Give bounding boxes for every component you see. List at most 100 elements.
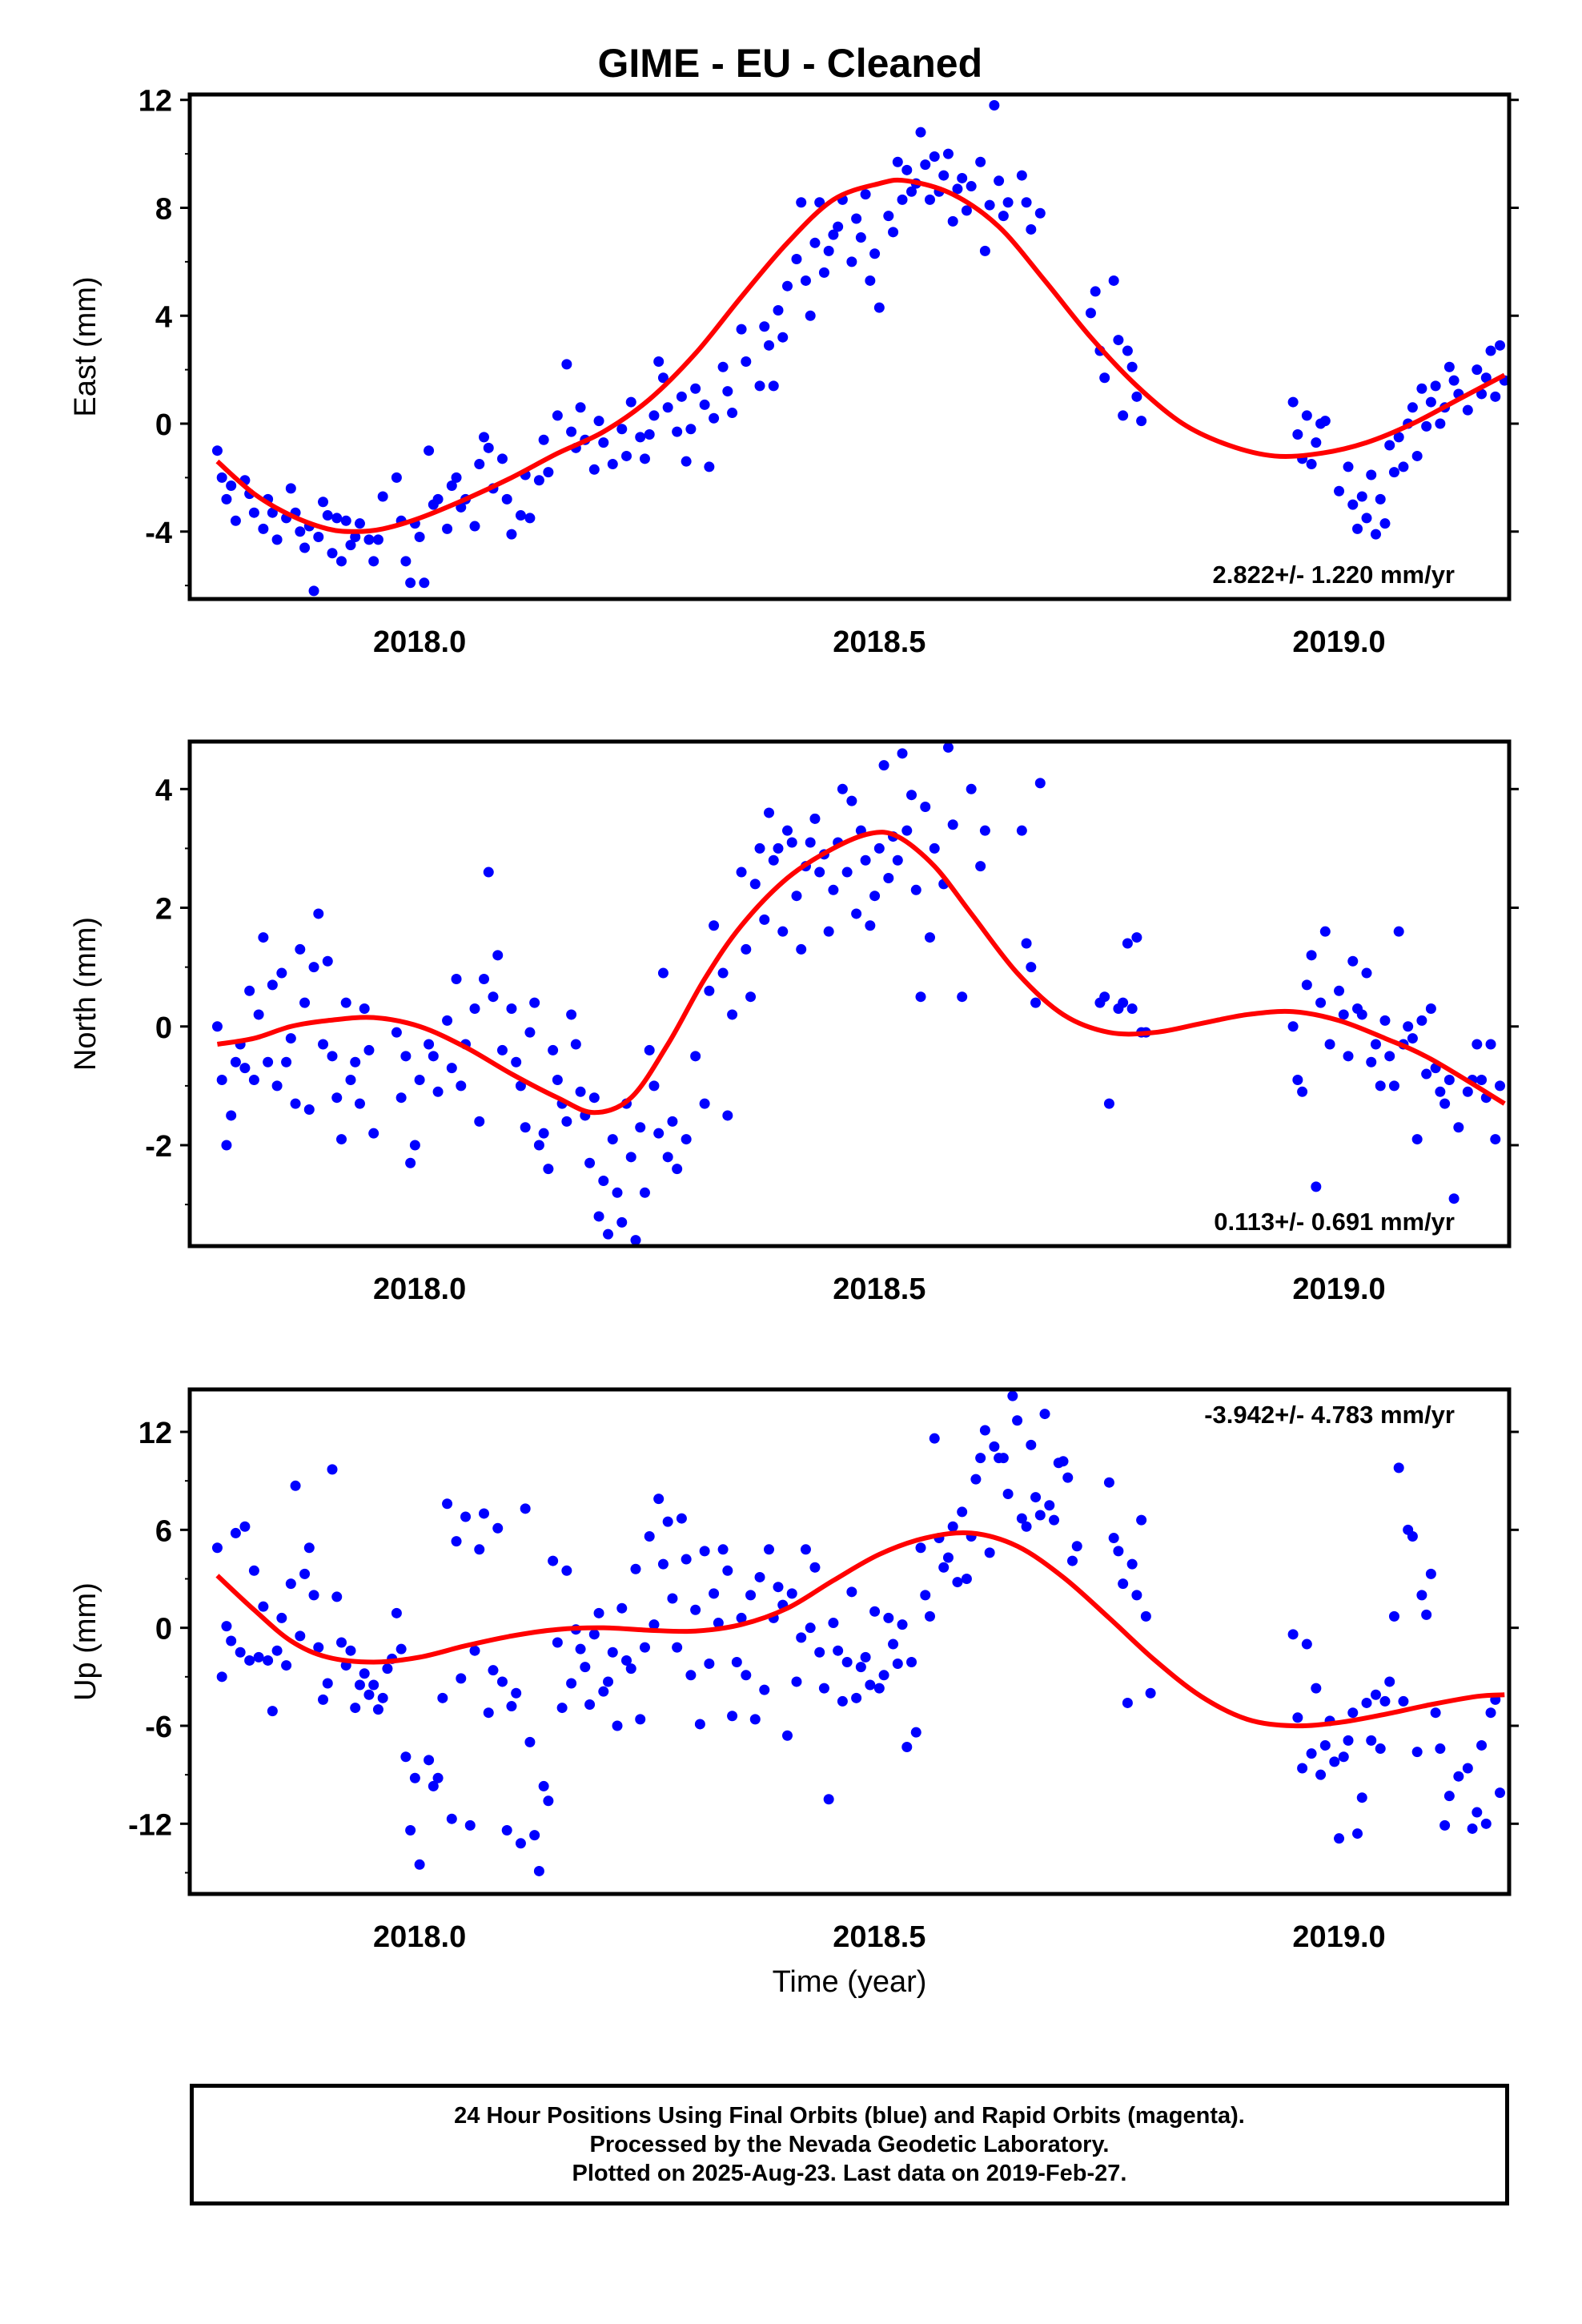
data-point — [428, 1051, 439, 1062]
data-point — [1292, 428, 1303, 440]
data-point — [566, 1678, 577, 1689]
data-point — [1472, 1807, 1483, 1818]
data-point — [727, 408, 738, 419]
data-point — [989, 99, 1000, 111]
data-point — [906, 186, 917, 197]
data-point — [556, 1703, 568, 1714]
data-point — [1485, 1039, 1496, 1050]
data-point — [754, 1571, 765, 1582]
data-point — [1145, 1687, 1156, 1699]
data-point — [308, 585, 319, 597]
x-tick-label: 2018.0 — [373, 625, 466, 659]
data-point — [865, 275, 876, 286]
data-point — [543, 1164, 554, 1175]
data-point — [308, 1590, 319, 1601]
data-point — [621, 450, 632, 461]
data-point — [869, 891, 881, 902]
data-point — [1021, 197, 1032, 208]
data-point — [524, 1027, 536, 1038]
data-point — [989, 1441, 1000, 1452]
data-point — [800, 275, 811, 286]
data-point — [446, 480, 457, 492]
data-point — [1398, 461, 1409, 472]
data-point — [657, 1558, 669, 1570]
data-point — [575, 1643, 586, 1655]
fit-curve — [215, 177, 1506, 534]
data-point — [851, 908, 862, 919]
data-point — [529, 1830, 540, 1841]
chart-panel-3: -12 -6 0 6 12 2018.0 2018.5 2019.0 Up (mm) Time (… — [69, 1387, 1519, 1999]
data-point — [846, 1586, 857, 1598]
data-point — [432, 1086, 444, 1097]
data-point — [781, 825, 793, 836]
data-point — [1430, 380, 1441, 392]
data-point — [984, 1547, 995, 1558]
data-point — [1421, 1068, 1432, 1080]
data-point — [533, 1865, 544, 1876]
data-point — [648, 410, 660, 421]
data-point — [226, 1635, 237, 1647]
y-tick-label: 0 — [155, 1613, 172, 1647]
data-point — [681, 1134, 692, 1145]
data-point — [271, 534, 283, 545]
data-point — [947, 1521, 958, 1532]
data-point — [690, 1604, 701, 1615]
data-point — [1016, 1513, 1027, 1524]
data-point — [1306, 950, 1317, 961]
x-tick-label: 2019.0 — [1292, 1273, 1385, 1306]
data-point — [1366, 1735, 1377, 1746]
data-point — [759, 914, 770, 925]
data-point — [588, 1629, 600, 1640]
data-point — [653, 356, 665, 368]
data-point — [478, 973, 489, 984]
data-point — [598, 437, 609, 448]
data-point — [1462, 1086, 1473, 1097]
data-point — [1476, 1739, 1488, 1751]
data-point — [515, 1838, 526, 1849]
data-point — [451, 1536, 462, 1547]
data-point — [657, 967, 669, 979]
y-tick-label: 0 — [155, 1011, 172, 1045]
data-point — [552, 1074, 563, 1085]
y-tick-label: -12 — [128, 1808, 172, 1842]
data-point — [1085, 308, 1096, 319]
data-point — [1448, 375, 1460, 386]
data-point — [340, 997, 351, 1008]
data-point — [216, 1671, 227, 1683]
data-point — [759, 321, 770, 332]
data-point — [745, 1590, 757, 1601]
data-point — [672, 426, 683, 437]
data-point — [727, 1711, 738, 1722]
data-point — [662, 402, 673, 413]
data-point — [901, 164, 913, 175]
data-point — [1297, 1086, 1308, 1097]
data-point — [1311, 1683, 1322, 1694]
data-point — [1319, 416, 1331, 427]
data-point — [1462, 1763, 1473, 1774]
data-point — [1338, 1009, 1349, 1020]
data-point — [363, 534, 375, 545]
data-point — [865, 920, 876, 931]
data-point — [814, 866, 825, 878]
data-point — [979, 1425, 990, 1436]
data-point — [851, 1692, 862, 1703]
data-point — [345, 540, 356, 551]
data-point — [221, 1621, 232, 1632]
data-point — [561, 1116, 572, 1127]
data-point — [496, 1044, 508, 1055]
data-point — [1416, 1590, 1427, 1601]
data-point — [451, 472, 462, 483]
data-point — [474, 459, 485, 470]
data-point — [391, 472, 402, 483]
data-point — [400, 1751, 412, 1763]
data-point — [226, 480, 237, 492]
data-point — [966, 783, 977, 794]
data-point — [1453, 1122, 1464, 1133]
plot-frame — [187, 92, 1512, 601]
data-point — [773, 305, 784, 316]
data-point — [263, 1056, 274, 1068]
data-point — [350, 1056, 361, 1068]
data-point — [924, 194, 935, 205]
data-point — [478, 432, 489, 443]
data-point — [764, 807, 775, 818]
